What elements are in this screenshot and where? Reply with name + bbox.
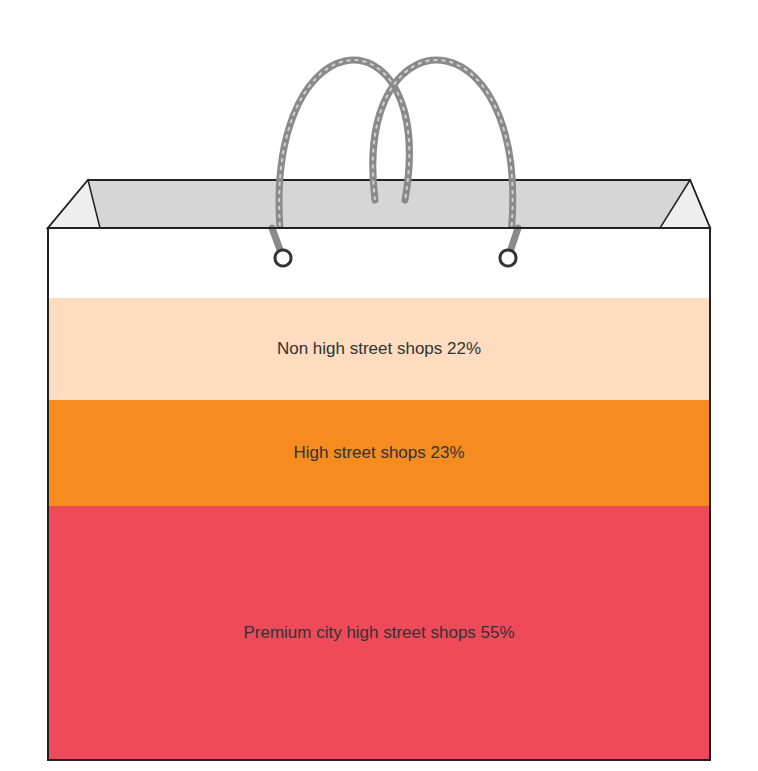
svg-text:Premium city high street shops: Premium city high street shops 55% [243,623,514,642]
svg-text:High street shops 23%: High street shops 23% [293,443,464,462]
svg-text:Non high street shops 22%: Non high street shops 22% [277,339,481,358]
